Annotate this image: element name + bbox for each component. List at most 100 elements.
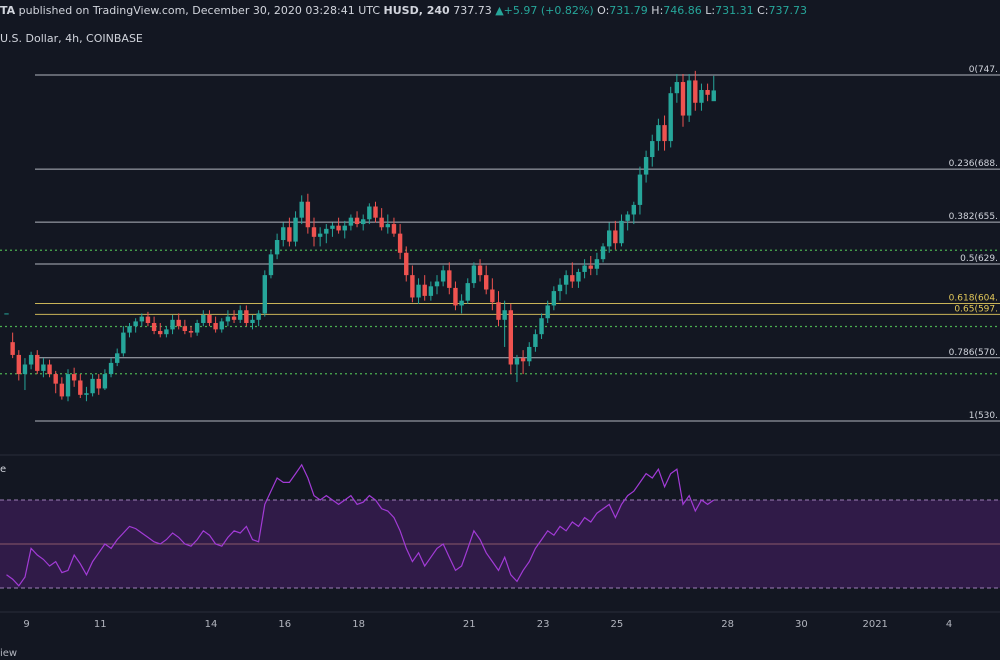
x-tick-label: 9	[23, 619, 29, 630]
candle-body	[520, 358, 526, 362]
candle-body	[219, 321, 224, 330]
fib-label-6: 0.786(570.	[949, 348, 998, 358]
candle-body	[121, 332, 126, 354]
candle-body	[662, 125, 667, 142]
candle-body	[53, 374, 58, 384]
candle-body	[600, 246, 606, 260]
candle-body	[59, 383, 65, 397]
x-tick-label: 30	[795, 619, 808, 630]
candle-body	[674, 82, 680, 94]
x-tick-label: 16	[278, 619, 291, 630]
candle-body	[428, 286, 434, 296]
open-value: 731.79	[609, 4, 648, 17]
candle-body	[250, 319, 255, 324]
candle-body	[10, 342, 15, 355]
candle-body	[705, 90, 710, 95]
symbol-label: HUSD, 240	[383, 4, 450, 17]
fib-label-0: 0(747.	[969, 65, 998, 75]
candle-body	[207, 315, 212, 324]
candle-body	[385, 224, 390, 228]
candle-body	[453, 287, 458, 306]
rsi-line	[6, 463, 715, 587]
candle-body	[41, 364, 46, 371]
close-label: C:	[757, 4, 769, 17]
candle-body	[244, 310, 249, 324]
candle-body	[127, 326, 132, 333]
candle-body	[539, 318, 544, 335]
candle-body	[563, 275, 569, 285]
candle-body	[440, 270, 446, 282]
candle-body	[188, 330, 194, 333]
price-change: +5.97 (+0.82%)	[503, 4, 594, 17]
candle-body	[182, 326, 188, 331]
candle-body	[490, 289, 495, 303]
candle-body	[293, 217, 298, 242]
candle-body	[262, 275, 267, 314]
candle-body	[102, 374, 108, 389]
open-label: O:	[597, 4, 610, 17]
fib-label-3: 0.5(629.	[960, 254, 998, 264]
high-value: 746.86	[663, 4, 702, 17]
candle-body	[650, 141, 655, 158]
candle-body	[256, 313, 261, 320]
candle-body	[459, 300, 464, 306]
candle-body	[379, 217, 384, 228]
candle-body	[625, 214, 630, 221]
candle-body	[527, 346, 532, 362]
candle-body	[305, 201, 311, 228]
candle-body	[170, 319, 175, 330]
fib-label-7: 1(530.	[969, 411, 998, 421]
candle-body	[96, 378, 101, 389]
candle-body	[613, 230, 618, 244]
candle-body	[699, 90, 704, 103]
candle-body	[115, 353, 120, 363]
close-value: 737.73	[768, 4, 808, 17]
candle-body	[268, 254, 274, 276]
candle-body	[158, 330, 163, 335]
fib-label-5: 0.65(597.	[954, 304, 998, 314]
candle-body	[594, 259, 600, 269]
candle-body	[367, 206, 372, 220]
candle-body	[164, 329, 169, 335]
candle-body	[35, 354, 40, 371]
candle-body	[330, 225, 335, 229]
candle-body	[133, 321, 138, 327]
candle-body	[213, 323, 218, 330]
candle-body	[317, 233, 323, 237]
candle-body	[16, 354, 21, 375]
candle-body	[533, 334, 538, 347]
candle-body	[404, 252, 409, 276]
candle-body	[194, 323, 200, 333]
candle-body	[311, 227, 317, 237]
published-text: published on TradingView.com, December 3…	[18, 4, 381, 17]
candle-body	[582, 265, 587, 272]
candle-body	[422, 284, 427, 296]
candle-body	[656, 125, 661, 142]
candle-body	[90, 378, 95, 394]
x-tick-label: 14	[205, 619, 218, 630]
last-price: 737.73	[453, 4, 492, 17]
candle-body	[643, 157, 649, 175]
candle-body	[108, 362, 114, 375]
x-tick-label: 2021	[862, 619, 887, 630]
x-tick-label: 28	[721, 619, 734, 630]
candle-body	[397, 233, 403, 253]
fib-label-1: 0.236(688.	[949, 159, 998, 169]
candle-body	[471, 265, 477, 284]
candle-body	[588, 265, 593, 269]
candle-body	[508, 310, 513, 365]
candle-body	[686, 80, 692, 116]
candle-body	[619, 220, 624, 244]
candle-body	[139, 316, 144, 322]
candle-body	[336, 225, 341, 231]
x-tick-label: 18	[352, 619, 365, 630]
candle-body	[238, 310, 243, 320]
high-label: H:	[651, 4, 664, 17]
candle-body	[84, 393, 89, 395]
x-tick-label: 21	[463, 619, 476, 630]
candle-body	[680, 82, 686, 116]
candle-body	[4, 313, 9, 315]
candle-body	[65, 374, 71, 397]
chart-header: TA published on TradingView.com, Decembe…	[0, 0, 1000, 22]
